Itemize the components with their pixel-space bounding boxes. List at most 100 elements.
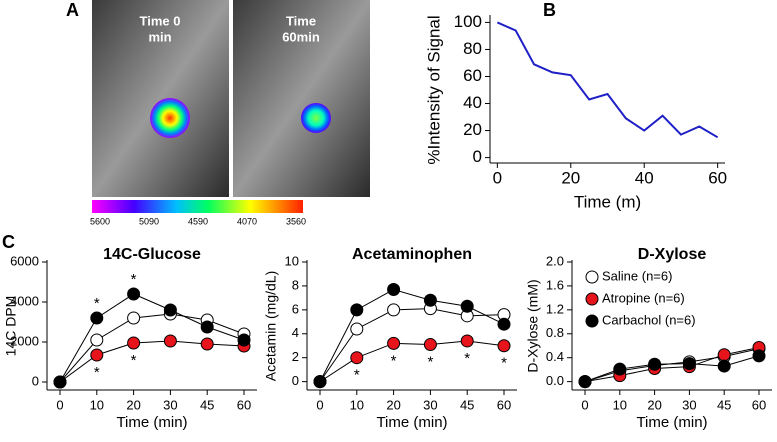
marker xyxy=(460,299,474,313)
x-tick-label: 45 xyxy=(717,397,731,412)
series-line xyxy=(584,355,760,383)
colorbar-label: 3560 xyxy=(286,216,306,226)
legend-label: Saline (n=6) xyxy=(602,268,672,283)
significance: * xyxy=(131,271,137,288)
series-line xyxy=(496,21,719,139)
x-tick-label: 60 xyxy=(237,397,251,412)
colorbar-label: 4070 xyxy=(237,216,257,226)
x-tick-label: 30 xyxy=(423,397,437,412)
y-tick-label: 2.0 xyxy=(546,253,564,268)
legend-label: Carbachol (n=6) xyxy=(602,312,696,327)
y-tick-label: 6 xyxy=(292,301,299,316)
x-tick-label: 30 xyxy=(682,397,696,412)
panel-label: C xyxy=(2,232,15,252)
y-tick-label: 0 xyxy=(473,147,482,166)
y-tick-label: 2000 xyxy=(10,333,39,348)
x-tick-label: 0 xyxy=(316,397,323,412)
x-tick-label: 40 xyxy=(635,168,654,187)
marker xyxy=(350,322,364,336)
marker xyxy=(163,303,177,317)
x-tick-label: 20 xyxy=(561,168,580,187)
y-tick-label: 4 xyxy=(292,325,299,340)
y-tick-label: 2 xyxy=(292,349,299,364)
marker xyxy=(53,375,67,389)
marker xyxy=(127,336,141,350)
x-tick-label: 0 xyxy=(56,397,63,412)
series-line xyxy=(59,293,245,383)
chart-title: Acetaminophen xyxy=(352,246,472,263)
y-tick-label: 1.2 xyxy=(546,301,564,316)
xray-image xyxy=(92,0,229,197)
marker xyxy=(717,348,731,362)
legend-label: Atropine (n=6) xyxy=(602,290,685,305)
x-tick-label: 20 xyxy=(386,397,400,412)
y-tick-label: 0 xyxy=(292,373,299,388)
legend-marker xyxy=(585,292,599,306)
marker xyxy=(90,348,104,362)
x-tick-label: 0 xyxy=(581,397,588,412)
marker xyxy=(387,283,401,297)
y-tick-label: 60 xyxy=(463,66,482,85)
signal-spot xyxy=(150,98,190,138)
marker xyxy=(460,334,474,348)
y-tick-label: 40 xyxy=(463,93,482,112)
marker xyxy=(423,293,437,307)
x-tick-label: 10 xyxy=(350,397,364,412)
marker xyxy=(200,320,214,334)
colorbar xyxy=(92,200,303,213)
y-tick-label: 10 xyxy=(285,253,299,268)
significance: * xyxy=(427,354,433,371)
series-line xyxy=(59,313,245,383)
chart-title: D-Xylose xyxy=(638,246,707,263)
significance: * xyxy=(464,350,470,367)
x-tick-label: 10 xyxy=(90,397,104,412)
marker xyxy=(648,357,662,371)
y-tick-label: 4000 xyxy=(10,293,39,308)
x-axis-label: Time (min) xyxy=(636,414,707,431)
y-axis-label: 14C DPM xyxy=(3,296,19,357)
panel-label: B xyxy=(543,0,556,20)
legend-marker xyxy=(585,314,599,328)
series-line xyxy=(584,347,760,383)
series-line xyxy=(319,308,505,382)
marker xyxy=(200,337,214,351)
image-caption: Time xyxy=(286,13,316,28)
panel-label: A xyxy=(66,0,79,20)
marker xyxy=(127,287,141,301)
marker xyxy=(682,357,696,371)
series-line xyxy=(59,340,245,383)
y-tick-label: 100 xyxy=(454,12,482,31)
marker xyxy=(90,333,104,347)
significance: * xyxy=(131,352,137,369)
significance: * xyxy=(501,355,507,372)
colorbar-label: 5090 xyxy=(139,216,159,226)
marker xyxy=(163,334,177,348)
marker xyxy=(613,362,627,376)
x-tick-label: 60 xyxy=(708,168,727,187)
y-tick-label: 8 xyxy=(292,277,299,292)
x-tick-label: 60 xyxy=(497,397,511,412)
y-axis-label: D-Xylose (mM) xyxy=(525,279,541,372)
marker xyxy=(387,336,401,350)
marker xyxy=(90,311,104,325)
x-tick-label: 30 xyxy=(163,397,177,412)
x-axis-label: Time (min) xyxy=(376,414,447,431)
x-axis-label: Time (m) xyxy=(574,192,641,211)
y-tick-label: 0.0 xyxy=(546,373,564,388)
marker xyxy=(497,317,511,331)
marker xyxy=(497,339,511,353)
significance: * xyxy=(354,367,360,384)
image-caption: 60min xyxy=(282,29,320,44)
significance: * xyxy=(94,295,100,312)
marker xyxy=(350,303,364,317)
y-tick-label: 80 xyxy=(463,39,482,58)
x-axis-label: Time (min) xyxy=(116,414,187,431)
y-tick-label: 0.8 xyxy=(546,325,564,340)
y-tick-label: 0.4 xyxy=(546,349,564,364)
chart-title: 14C-Glucose xyxy=(103,246,201,263)
image-caption: min xyxy=(148,29,171,44)
marker xyxy=(578,375,592,389)
colorbar-label: 4590 xyxy=(188,216,208,226)
y-tick-label: 6000 xyxy=(10,253,39,268)
